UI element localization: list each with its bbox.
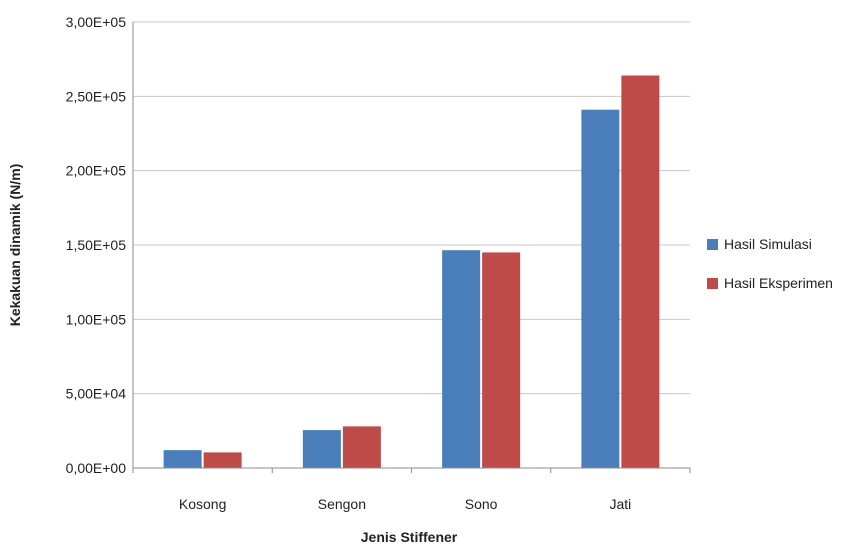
x-tick-label: Sengon [318,496,366,512]
y-tick-label: 2,00E+05 [66,163,127,179]
x-tick-labels: Kosong Sengon Sono Jati [179,496,631,512]
legend-label: Hasil Eksperimen [724,275,833,291]
x-axis-title: Jenis Stiffener [361,529,458,545]
y-axis-title: Kekakuan dinamik (N/m) [7,164,23,327]
x-tick-label: Sono [465,496,498,512]
legend-label: Hasil Simulasi [724,236,812,252]
bars [163,75,660,469]
y-tick-label: 5,00E+04 [66,386,127,402]
y-tick-label: 2,50E+05 [66,88,127,104]
bar-sengon-eksperimen [342,426,381,468]
bar-sengon-simulasi [302,430,341,468]
y-tick-label: 1,50E+05 [66,237,127,253]
bar-kosong-simulasi [163,450,202,468]
bar-sono-simulasi [442,250,481,468]
bar-sono-eksperimen [482,252,521,468]
x-tick-label: Kosong [179,496,226,512]
legend: Hasil Simulasi Hasil Eksperimen [707,236,833,291]
axes [132,22,691,473]
x-tick-label: Jati [609,496,631,512]
legend-swatch [707,278,718,289]
y-tick-label: 0,00E+00 [66,460,127,476]
y-tick-labels: 0,00E+00 5,00E+04 1,00E+05 1,50E+05 2,00E+05… [66,14,127,476]
y-tick-label: 3,00E+05 [66,14,127,30]
bar-jati-simulasi [581,109,620,469]
bar-jati-eksperimen [621,75,660,469]
bar-kosong-eksperimen [203,452,242,468]
legend-swatch [707,239,718,250]
y-tick-label: 1,00E+05 [66,311,127,327]
